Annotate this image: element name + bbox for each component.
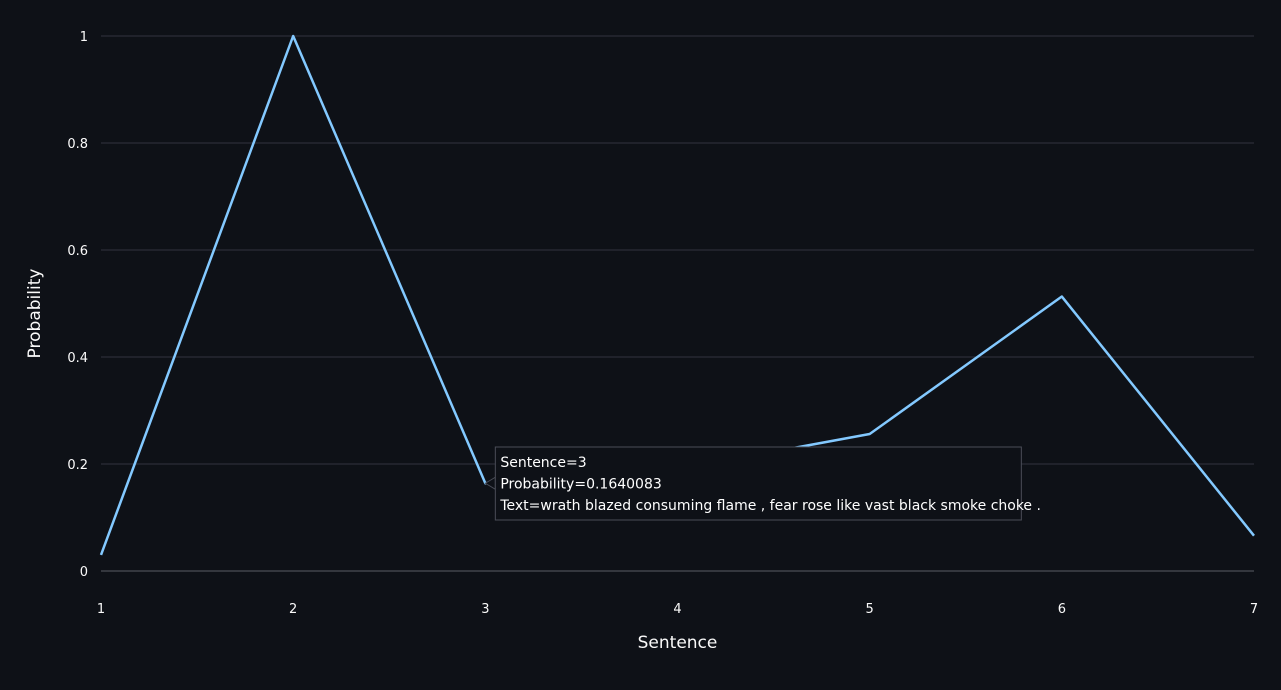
y-tick-label: 0 — [80, 565, 88, 580]
x-axis-title: Sentence — [638, 633, 718, 653]
hover-tooltip: Sentence=3 Probability=0.1640083 Text=wrat… — [484, 446, 1041, 521]
x-tick-label: 5 — [866, 602, 874, 617]
x-tick-label: 2 — [289, 602, 297, 617]
data-point[interactable] — [289, 32, 297, 40]
x-tick-labels: 1 2 3 4 5 6 7 — [97, 602, 1258, 617]
y-tick-labels: 0 0.2 0.4 0.6 0.8 1 — [67, 30, 88, 580]
y-tick-label: 0.2 — [67, 458, 88, 473]
tooltip-line: Text=wrath blazed consuming flame , fear… — [499, 498, 1041, 514]
y-tick-label: 0.4 — [67, 351, 88, 366]
tooltip-pointer — [484, 476, 496, 491]
x-tick-label: 4 — [673, 602, 681, 617]
x-tick-label: 3 — [481, 602, 489, 617]
tooltip-line: Probability=0.1640083 — [500, 477, 661, 493]
x-tick-label: 7 — [1250, 602, 1258, 617]
data-point[interactable] — [866, 430, 874, 438]
y-tick-label: 1 — [80, 30, 88, 45]
x-tick-label: 1 — [97, 602, 105, 617]
y-axis-title: Probability — [25, 269, 45, 359]
data-point[interactable] — [1058, 293, 1066, 301]
x-tick-label: 6 — [1058, 602, 1066, 617]
tooltip-line: Sentence=3 — [500, 455, 586, 471]
y-tick-label: 0.6 — [67, 244, 88, 259]
tooltip-box — [494, 446, 1022, 521]
data-point[interactable] — [1250, 532, 1258, 540]
y-tick-label: 0.8 — [67, 137, 88, 152]
data-point[interactable] — [97, 551, 105, 559]
